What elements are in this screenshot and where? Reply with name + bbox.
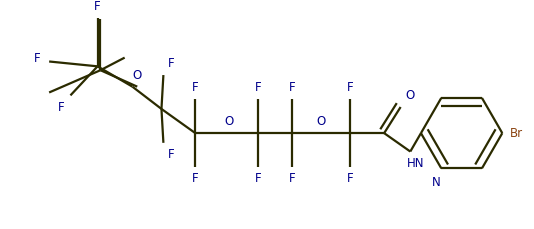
Text: F: F bbox=[168, 57, 175, 70]
Text: F: F bbox=[192, 81, 199, 94]
Text: F: F bbox=[34, 52, 41, 65]
Text: O: O bbox=[317, 115, 326, 128]
Text: F: F bbox=[255, 81, 262, 94]
Text: F: F bbox=[347, 172, 354, 185]
Text: N: N bbox=[432, 176, 441, 189]
Text: O: O bbox=[132, 68, 142, 82]
Text: F: F bbox=[255, 172, 262, 185]
Text: F: F bbox=[94, 0, 101, 13]
Text: Br: Br bbox=[510, 127, 523, 140]
Text: F: F bbox=[168, 148, 175, 161]
Text: F: F bbox=[347, 81, 354, 94]
Text: F: F bbox=[192, 172, 199, 185]
Text: F: F bbox=[289, 172, 295, 185]
Text: F: F bbox=[289, 81, 295, 94]
Text: HN: HN bbox=[406, 157, 424, 170]
Text: O: O bbox=[225, 115, 234, 128]
Text: O: O bbox=[406, 89, 415, 102]
Text: F: F bbox=[58, 101, 64, 114]
Text: F: F bbox=[58, 101, 64, 114]
